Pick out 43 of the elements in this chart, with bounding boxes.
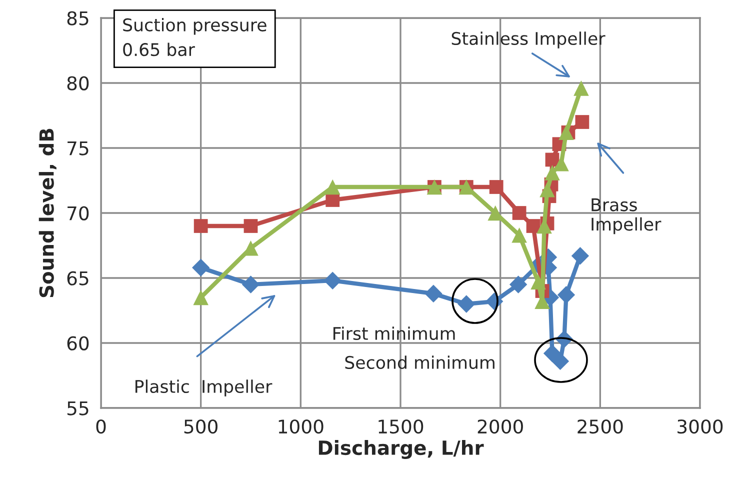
x-axis-title: Discharge, L/hr [318,440,484,460]
y-tick-label: 60 [67,336,89,350]
x-tick-label: 1000 [278,419,324,434]
point [194,219,208,233]
x-tick-label: 2500 [578,419,623,434]
point [530,274,546,290]
x-tick-label: 0 [96,419,106,434]
x-tick-label: 500 [184,419,218,434]
x-tick-label: 3000 [678,419,723,434]
annotation: Stainless Impeller [452,32,606,48]
point [544,165,560,180]
annotation: Second minimum [345,356,494,370]
annotation: Brass Impeller [592,198,662,234]
annotation: Plastic Impeller [136,380,272,396]
point [424,284,442,302]
x-tick-label: 1500 [378,419,424,434]
y-tick-label: 75 [68,141,88,156]
point [324,272,342,290]
point [540,182,555,198]
y-axis-title: Sound level, dB [38,128,56,298]
point [488,205,503,221]
y-tick-label: 80 [67,76,89,90]
point [489,180,504,194]
y-tick-label: 70 [68,206,89,220]
point [324,179,340,195]
y-tick-label: 85 [67,11,88,26]
point [244,219,258,233]
point [509,276,528,294]
point [192,258,210,276]
point [557,286,576,304]
y-tick-label: 65 [67,271,88,286]
point [242,276,260,294]
y-tick-label: 55 [67,401,88,416]
point [512,227,527,243]
point [574,80,589,96]
annotation: First minimum [333,326,455,340]
point [575,115,590,129]
point [526,219,540,233]
point [512,206,526,220]
point [571,247,590,265]
x-tick-label: 2000 [478,419,523,434]
point [193,290,208,306]
annotation: Suction pressure 0.65 bar [123,18,266,56]
